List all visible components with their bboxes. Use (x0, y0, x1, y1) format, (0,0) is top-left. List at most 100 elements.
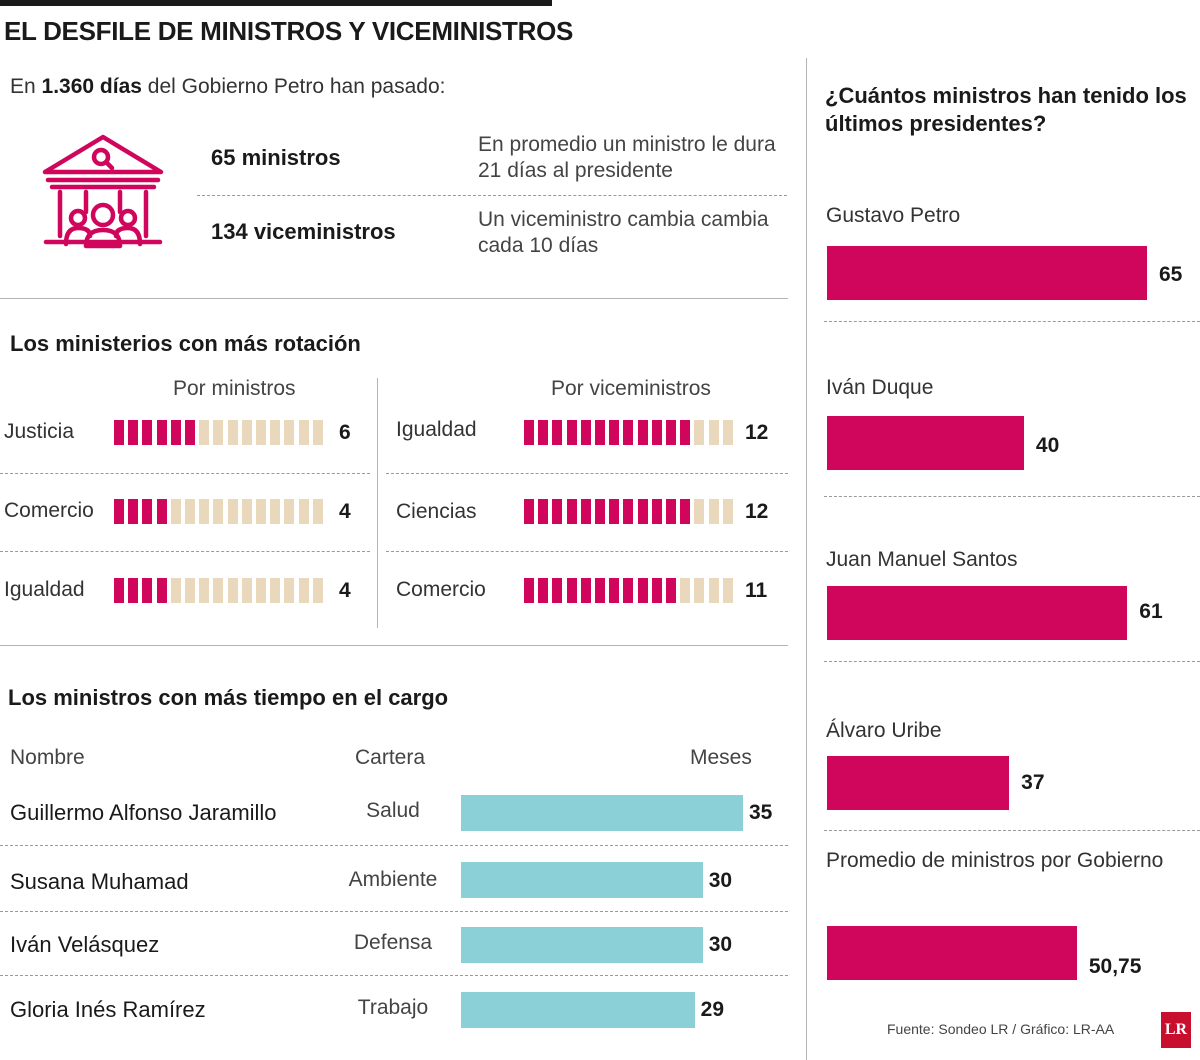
segment-filled (666, 420, 676, 445)
row-divider (0, 911, 788, 912)
rotation-divider-right (386, 551, 788, 552)
minister-name: Gloria Inés Ramírez (10, 997, 206, 1022)
segment-empty (270, 420, 281, 445)
segment-filled (623, 578, 634, 603)
minister-name: Iván Velásquez (10, 932, 160, 957)
minister-portfolio: Defensa (353, 931, 433, 954)
segment-empty (270, 499, 281, 524)
tenure-title: Los ministros con más tiempo en el cargo (8, 685, 449, 710)
segment-filled (637, 420, 648, 445)
segment-filled (114, 420, 124, 445)
segment-filled (156, 578, 167, 603)
ministers-row-value: 6 (339, 421, 351, 444)
segment-filled (566, 499, 577, 524)
segment-empty (256, 420, 266, 445)
segment-filled (524, 499, 534, 524)
segment-empty (284, 499, 295, 524)
column-header-name: Nombre (10, 746, 85, 769)
column-header-months: Meses (690, 746, 752, 769)
segment-filled (651, 499, 662, 524)
segment-filled (128, 420, 139, 445)
ministers-description: En promedio un ministro le dura 21 días … (478, 133, 776, 182)
president-value: 65 (1159, 263, 1183, 286)
segment-filled (128, 499, 139, 524)
segment-filled (623, 499, 634, 524)
segment-filled (666, 499, 676, 524)
tenure-value: 30 (708, 869, 733, 892)
segment-filled (552, 499, 563, 524)
president-bar (827, 416, 1024, 470)
segment-empty (170, 499, 181, 524)
segment-filled (609, 578, 620, 603)
minister-name: Guillermo Alfonso Jaramillo (10, 800, 277, 825)
top-rule (0, 0, 552, 6)
president-name: Gustavo Petro (826, 204, 961, 227)
segment-empty (199, 578, 210, 603)
segment-filled (142, 499, 153, 524)
rotation-title: Los ministerios con más rotación (10, 331, 361, 356)
segment-filled (680, 420, 691, 445)
segment-filled (552, 578, 563, 603)
rotation-divider-left (0, 551, 370, 552)
segment-filled (566, 420, 577, 445)
segment-empty (185, 578, 195, 603)
president-value: 61 (1139, 600, 1163, 623)
page-title: EL DESFILE DE MINISTROS Y VICEMINISTROS (4, 16, 574, 46)
segment-filled (114, 578, 124, 603)
segment-empty (199, 499, 210, 524)
ministers-row-value: 4 (339, 579, 351, 602)
segment-empty (227, 578, 238, 603)
vice-row-value: 12 (745, 500, 769, 523)
ministers-row-label: Comercio (4, 499, 94, 522)
segment-filled (609, 420, 620, 445)
segment-filled (524, 420, 534, 445)
viceministers-description: Un viceministro cambia cambia cada 10 dí… (478, 208, 769, 257)
segment-empty (298, 578, 309, 603)
segment-filled (538, 420, 549, 445)
segment-filled (609, 499, 620, 524)
segment-filled (651, 420, 662, 445)
president-name: Juan Manuel Santos (826, 548, 1018, 571)
presidents-chart-title: ¿Cuántos ministros han tenido los último… (825, 83, 1187, 136)
minister-portfolio: Salud (366, 799, 420, 822)
ministers-count: 65 ministros (211, 145, 341, 170)
tenure-value: 30 (708, 933, 733, 956)
segment-filled (637, 578, 648, 603)
segment-empty (241, 420, 252, 445)
segment-empty (284, 578, 295, 603)
ministers-row-label: Justicia (4, 420, 75, 443)
president-bar (827, 756, 1010, 810)
row-divider (0, 845, 788, 846)
segment-empty (170, 578, 181, 603)
segment-filled (552, 420, 563, 445)
segment-empty (722, 499, 733, 524)
section-divider (0, 298, 788, 299)
segment-empty (722, 578, 733, 603)
segment-filled (680, 499, 691, 524)
segment-filled (651, 578, 662, 603)
chart-divider (824, 830, 1200, 831)
ministers-row-value: 4 (339, 500, 351, 523)
intro-text: En 1.360 días del Gobierno Petro han pas… (10, 75, 446, 98)
segment-empty (227, 420, 238, 445)
segment-empty (708, 578, 719, 603)
segment-empty (694, 420, 705, 445)
segment-empty (213, 499, 224, 524)
segment-empty (680, 578, 691, 603)
segment-empty (312, 420, 323, 445)
rotation-divider-right (386, 473, 788, 474)
segment-empty (694, 578, 705, 603)
segment-empty (708, 499, 719, 524)
segment-empty (298, 499, 309, 524)
segment-filled (566, 578, 577, 603)
segment-empty (241, 578, 252, 603)
segment-empty (284, 420, 295, 445)
minister-portfolio: Trabajo (357, 996, 429, 1019)
segment-filled (142, 578, 153, 603)
days-count: 1.360 días (41, 75, 142, 98)
ministers-column-header: Por ministros (173, 377, 296, 400)
tenure-bar (461, 992, 695, 1028)
vice-row-label: Igualdad (396, 418, 477, 441)
chart-divider (824, 321, 1200, 322)
government-building-icon (42, 134, 164, 249)
